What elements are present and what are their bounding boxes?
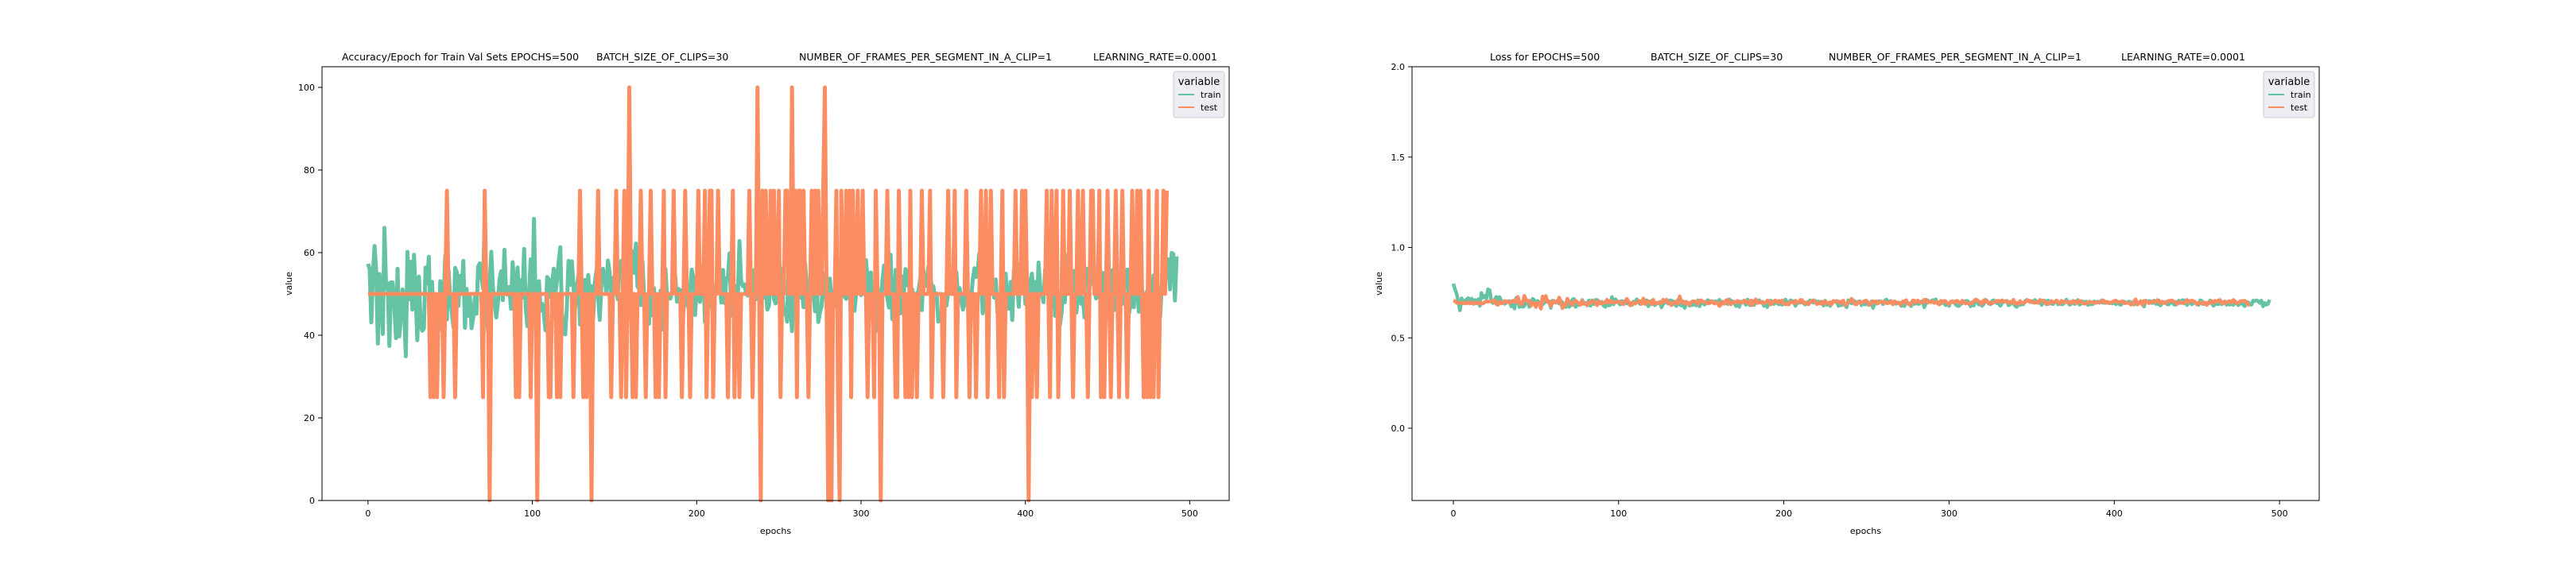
y-tick-label: 2.0 bbox=[1391, 62, 1406, 72]
x-tick-label: 100 bbox=[524, 508, 541, 519]
chart-title-segment: Accuracy/Epoch for Train Val Sets EPOCHS… bbox=[342, 51, 579, 63]
legend-label-test: test bbox=[2291, 102, 2308, 113]
legend-title: variable bbox=[1178, 76, 1220, 88]
loss-chart: 0 100 200 300 400 500 0.0 0.5 1.0 1.5 2.0 epochs val… bbox=[1374, 51, 2320, 536]
chart-title-segment: Loss for EPOCHS=500 bbox=[1490, 51, 1600, 63]
y-tick-label: 100 bbox=[298, 83, 315, 93]
chart-title-segment: NUMBER_OF_FRAMES_PER_SEGMENT_IN_A_CLIP=1 bbox=[1829, 51, 2081, 63]
chart-title-segment: NUMBER_OF_FRAMES_PER_SEGMENT_IN_A_CLIP=1 bbox=[799, 51, 1052, 63]
legend-label-train: train bbox=[2291, 90, 2311, 100]
y-tick-label: 0.0 bbox=[1391, 423, 1406, 434]
series-line-test bbox=[367, 85, 1169, 503]
accuracy-chart: 0 100 200 300 400 500 0 20 40 60 80 100 epochs value A… bbox=[284, 51, 1230, 536]
legend-box bbox=[1173, 71, 1225, 118]
x-tick-label: 0 bbox=[365, 508, 370, 519]
chart-title-segment: LEARNING_RATE=0.0001 bbox=[2121, 51, 2245, 63]
series-line-test bbox=[1453, 293, 2251, 311]
legend-label-train: train bbox=[1201, 90, 1221, 100]
y-tick-label: 80 bbox=[304, 165, 315, 176]
x-tick-label: 300 bbox=[1941, 508, 1957, 519]
chart-title-segment: BATCH_SIZE_OF_CLIPS=30 bbox=[596, 51, 728, 63]
y-tick-label: 0.5 bbox=[1391, 333, 1406, 343]
y-tick-label: 1.5 bbox=[1391, 153, 1406, 163]
x-tick-label: 400 bbox=[2106, 508, 2123, 519]
chart-title-segment: LEARNING_RATE=0.0001 bbox=[1093, 51, 1217, 63]
legend-label-test: test bbox=[1201, 102, 1218, 113]
axes-frame bbox=[1411, 66, 2320, 501]
x-tick-label: 0 bbox=[1450, 508, 1456, 519]
x-tick-label: 500 bbox=[2271, 508, 2288, 519]
y-axis-label: value bbox=[1374, 272, 1384, 296]
x-axis-label: epochs bbox=[1850, 526, 1881, 536]
y-tick-label: 0 bbox=[309, 496, 315, 506]
y-axis-label: value bbox=[284, 272, 294, 296]
x-tick-label: 300 bbox=[852, 508, 869, 519]
x-tick-label: 200 bbox=[689, 508, 705, 519]
axes-frame bbox=[321, 66, 1230, 501]
x-tick-label: 100 bbox=[1610, 508, 1627, 519]
y-tick-label: 60 bbox=[304, 248, 315, 258]
y-tick-label: 1.0 bbox=[1391, 243, 1406, 253]
y-tick-label: 20 bbox=[304, 413, 315, 423]
x-tick-label: 400 bbox=[1017, 508, 1034, 519]
legend-box bbox=[2263, 71, 2315, 118]
series-line-train bbox=[1451, 283, 2271, 312]
x-tick-label: 500 bbox=[1181, 508, 1198, 519]
y-tick-label: 40 bbox=[304, 330, 315, 341]
legend-title: variable bbox=[2268, 76, 2310, 88]
x-tick-label: 200 bbox=[1775, 508, 1792, 519]
chart-title-segment: BATCH_SIZE_OF_CLIPS=30 bbox=[1651, 51, 1783, 63]
x-axis-label: epochs bbox=[760, 526, 791, 536]
